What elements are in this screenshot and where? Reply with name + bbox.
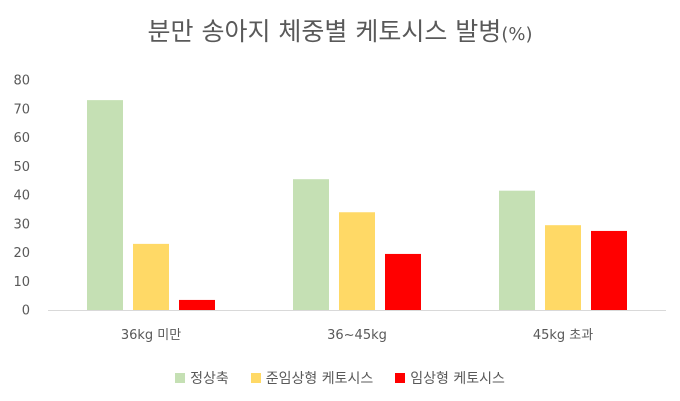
bar-series-0-cat-2	[499, 190, 535, 310]
legend-swatch	[250, 373, 261, 383]
y-tick-label: 80	[13, 74, 30, 89]
y-tick-label: 10	[13, 275, 30, 290]
y-tick-label: 60	[13, 131, 30, 146]
legend: 정상축 준임상형 케토시스 임상형 케토시스	[0, 368, 680, 388]
legend-swatch	[175, 373, 186, 383]
chart-title-text: 분만 송아지 체중별 케토시스 발병	[147, 17, 502, 46]
legend-item: 준임상형 케토시스	[250, 368, 374, 388]
y-tick-label: 30	[13, 217, 30, 232]
y-tick-label: 40	[13, 189, 30, 204]
legend-swatch	[395, 373, 406, 383]
legend-label: 정상축	[190, 371, 229, 387]
legend-item: 정상축	[175, 368, 229, 388]
y-tick-label: 0	[22, 304, 30, 319]
x-category-label: 45kg 초과	[533, 328, 593, 343]
bar-series-0-cat-0	[87, 100, 123, 310]
x-category-label: 36~45kg	[327, 328, 387, 343]
y-tick-label: 50	[13, 160, 30, 175]
chart-title-unit: (%)	[501, 24, 533, 45]
bar-series-0-cat-1	[293, 179, 329, 310]
legend-label: 임상형 케토시스	[410, 371, 505, 387]
bar-series-1-cat-1	[339, 212, 375, 310]
y-tick-label: 70	[13, 102, 30, 117]
legend-label: 준임상형 케토시스	[265, 371, 374, 387]
legend-item: 임상형 케토시스	[395, 368, 505, 388]
y-tick-label: 20	[13, 246, 30, 261]
x-category-label: 36kg 미만	[121, 328, 181, 343]
bar-series-2-cat-2	[591, 230, 627, 310]
bar-series-1-cat-0	[133, 243, 169, 310]
bar-series-2-cat-1	[385, 253, 421, 310]
bar-series-1-cat-2	[545, 225, 581, 310]
chart-title: 분만 송아지 체중별 케토시스 발병(%)	[0, 12, 680, 48]
bar-series-2-cat-0	[179, 299, 215, 310]
